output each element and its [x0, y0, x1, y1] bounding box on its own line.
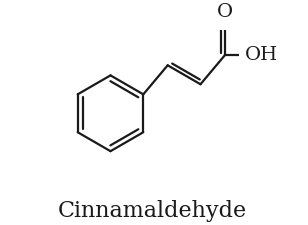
Text: Cinnamaldehyde: Cinnamaldehyde	[57, 200, 247, 222]
Text: OH: OH	[245, 46, 278, 64]
Text: O: O	[217, 3, 233, 21]
